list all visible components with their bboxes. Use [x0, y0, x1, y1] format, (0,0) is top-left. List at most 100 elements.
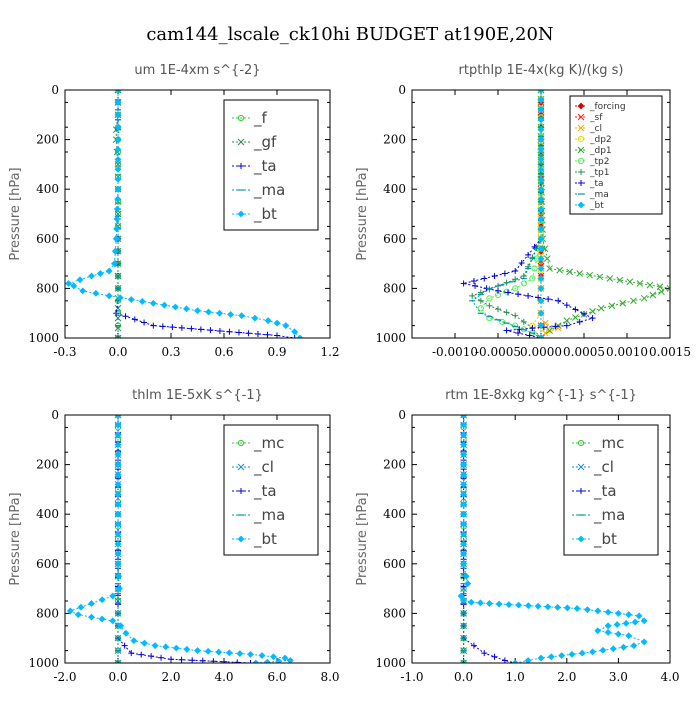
data-point	[114, 195, 122, 203]
legend: _f _gf _ta _ma _bt	[223, 99, 319, 231]
data-point	[114, 90, 122, 94]
data-point	[529, 275, 536, 282]
data-point	[194, 647, 201, 655]
legend-item: _cl	[232, 458, 274, 477]
data-point	[534, 602, 542, 610]
legend-label: _cl	[253, 458, 274, 477]
data-point	[613, 621, 621, 628]
data-point	[481, 275, 488, 282]
plot-area	[457, 415, 648, 663]
x-tick-label: -2.0	[53, 670, 76, 684]
data-point	[460, 550, 468, 558]
data-point	[626, 278, 634, 286]
data-point	[114, 111, 122, 119]
data-point	[115, 572, 123, 580]
legend-label: _forcing	[589, 102, 626, 112]
data-point	[114, 500, 122, 508]
data-point	[597, 304, 605, 312]
data-point	[511, 659, 519, 663]
data-point	[460, 415, 468, 419]
data-point	[649, 291, 657, 299]
data-point	[555, 297, 562, 304]
data-point	[113, 225, 121, 233]
legend-item: _bt	[232, 205, 277, 224]
data-point	[114, 123, 122, 131]
x-tick-label: 1.2	[320, 345, 339, 359]
data-point	[172, 644, 180, 652]
legend-marker	[578, 488, 584, 494]
legend-marker	[237, 463, 245, 471]
data-point	[543, 255, 551, 262]
data-point	[512, 322, 519, 329]
data-point	[114, 490, 122, 498]
legend-label: _dp1	[589, 146, 612, 156]
legend-item: _gf	[232, 133, 277, 152]
data-point	[116, 294, 124, 302]
data-point	[537, 215, 545, 223]
data-point	[563, 322, 570, 329]
data-point	[462, 572, 470, 580]
y-tick-label: 600	[36, 232, 59, 246]
data-point	[207, 327, 214, 334]
data-point	[537, 126, 545, 134]
data-point	[460, 451, 468, 459]
data-point	[469, 292, 476, 299]
data-point	[226, 328, 233, 335]
legend-item: _ta	[232, 157, 277, 176]
data-point	[88, 600, 95, 607]
data-point	[491, 273, 498, 279]
data-point	[178, 656, 185, 663]
data-point	[546, 265, 553, 272]
x-tick-label: 0.0	[454, 670, 473, 684]
data-point	[640, 294, 648, 302]
data-point	[581, 310, 587, 317]
data-point	[599, 646, 607, 654]
data-point	[76, 276, 84, 284]
data-point	[495, 306, 501, 313]
data-point	[114, 421, 122, 429]
data-point	[141, 639, 148, 647]
y-tick-label: 1000	[28, 331, 59, 345]
data-point	[114, 98, 122, 106]
data-point	[596, 273, 604, 281]
data-point	[578, 649, 586, 657]
legend-item: _tp1	[575, 168, 609, 178]
data-point	[614, 630, 622, 638]
data-point	[460, 596, 468, 604]
data-point	[168, 656, 174, 663]
legend-marker	[577, 146, 585, 154]
legend-label: _ta	[589, 179, 604, 189]
legend-marker	[577, 463, 585, 471]
x-tick-label: -0.0010	[432, 345, 478, 359]
data-point	[524, 602, 532, 610]
data-point	[122, 629, 130, 637]
data-point	[556, 266, 563, 274]
data-point	[616, 276, 624, 284]
data-point	[245, 330, 252, 337]
legend-item: _bt	[572, 530, 617, 549]
legend-label: _ta	[253, 157, 277, 176]
legend-label: _bt	[253, 530, 277, 549]
data-point	[109, 617, 117, 625]
data-point	[114, 481, 122, 488]
data-point	[114, 510, 122, 518]
data-point	[537, 235, 545, 243]
legend-item: _dp1	[575, 146, 612, 156]
data-point	[138, 297, 146, 305]
data-point	[537, 136, 545, 144]
y-tick-label: 800	[383, 281, 406, 295]
legend-label: _mc	[253, 434, 284, 453]
data-point	[625, 611, 633, 619]
data-point	[114, 161, 122, 168]
data-point	[537, 185, 545, 193]
data-point	[486, 295, 493, 302]
data-point	[485, 600, 493, 607]
legend-item: _mc	[232, 434, 284, 453]
data-point	[666, 285, 670, 292]
chart-panel-3: thlm 1E-5xK s^{-1} Pressure [hPa] -2.0 0.0 2…	[8, 388, 340, 684]
legend-marker	[577, 535, 585, 543]
data-point	[194, 307, 201, 315]
data-point	[247, 660, 254, 663]
data-point	[470, 642, 477, 649]
data-point	[114, 431, 122, 439]
